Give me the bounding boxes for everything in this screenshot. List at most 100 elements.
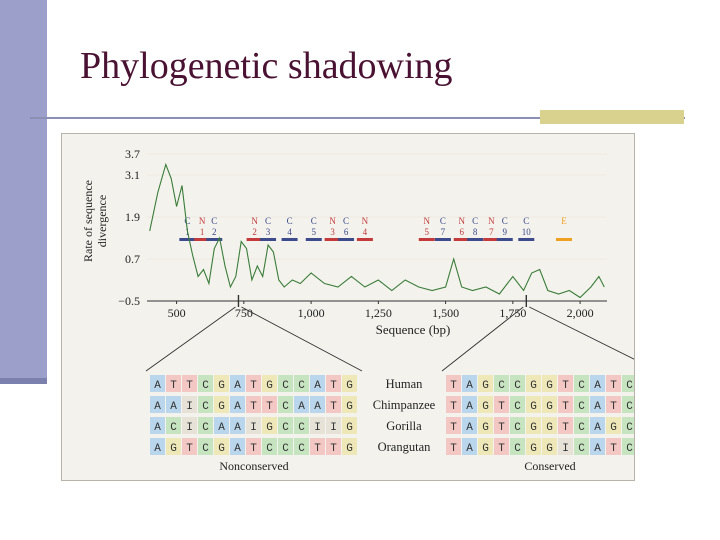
base-letter: C bbox=[514, 401, 521, 413]
base-letter: A bbox=[154, 380, 161, 392]
x-tick-label: 1,500 bbox=[432, 306, 459, 320]
element-type-label: N bbox=[362, 216, 369, 226]
base-letter: A bbox=[594, 422, 601, 434]
base-cell bbox=[278, 396, 293, 413]
base-cell bbox=[478, 438, 493, 455]
base-cell bbox=[166, 438, 181, 455]
base-cell bbox=[574, 375, 589, 392]
element-bar bbox=[260, 238, 277, 241]
base-cell bbox=[574, 438, 589, 455]
element-number-label: 5 bbox=[425, 227, 430, 237]
base-cell bbox=[150, 396, 165, 413]
base-letter: I bbox=[186, 401, 193, 413]
element-number-label: 6 bbox=[344, 227, 349, 237]
base-letter: C bbox=[298, 380, 305, 392]
base-letter: A bbox=[466, 443, 473, 455]
base-cell bbox=[214, 417, 229, 434]
element-number-label: 5 bbox=[312, 227, 317, 237]
base-cell bbox=[446, 396, 461, 413]
element-bar bbox=[356, 238, 373, 241]
base-letter: C bbox=[202, 422, 209, 434]
base-letter: C bbox=[498, 380, 505, 392]
base-cell bbox=[150, 438, 165, 455]
element-number-label: 8 bbox=[473, 227, 478, 237]
base-letter: C bbox=[578, 422, 585, 434]
base-cell bbox=[342, 417, 357, 434]
base-cell bbox=[606, 396, 621, 413]
x-tick-labels: 500 750 1,000 1,250 1,500 1,750 2,000 bbox=[168, 301, 594, 320]
base-letter: G bbox=[482, 422, 489, 434]
element-type-label: C bbox=[211, 216, 217, 226]
base-letter: T bbox=[498, 443, 505, 455]
element-bar bbox=[324, 238, 341, 241]
base-letter: G bbox=[546, 443, 553, 455]
element-number-label: 7 bbox=[489, 227, 494, 237]
base-letter: I bbox=[562, 443, 569, 455]
element-type-label: N bbox=[251, 216, 258, 226]
base-letter: I bbox=[330, 422, 337, 434]
base-letter: T bbox=[498, 401, 505, 413]
base-cell bbox=[494, 396, 509, 413]
y-tick-label: 3.7 bbox=[125, 147, 140, 161]
base-cell bbox=[166, 396, 181, 413]
element-bar bbox=[418, 238, 435, 241]
base-letter: T bbox=[250, 401, 257, 413]
base-letter: A bbox=[234, 401, 241, 413]
y-tick-labels: 3.7 3.1 1.9 0.7 −0.5 bbox=[118, 147, 140, 308]
element-type-label: C bbox=[472, 216, 478, 226]
base-cell bbox=[198, 396, 213, 413]
base-cell bbox=[326, 396, 341, 413]
species-label: Human bbox=[386, 377, 424, 391]
base-letter: A bbox=[234, 422, 241, 434]
base-cell bbox=[462, 417, 477, 434]
base-letter: A bbox=[298, 401, 305, 413]
base-letter: I bbox=[186, 422, 193, 434]
base-cell bbox=[542, 396, 557, 413]
base-cell bbox=[526, 417, 541, 434]
slide-title: Phylogenetic shadowing bbox=[80, 45, 453, 87]
base-cell bbox=[558, 396, 573, 413]
base-letter: G bbox=[530, 380, 537, 392]
base-cell bbox=[606, 375, 621, 392]
y-axis-title-line-2: divergence bbox=[95, 195, 109, 247]
base-cell bbox=[342, 396, 357, 413]
element-type-label: C bbox=[265, 216, 271, 226]
y-tick-label: 1.9 bbox=[125, 210, 140, 224]
species-label: Chimpanzee bbox=[373, 398, 436, 412]
base-letter: C bbox=[202, 401, 209, 413]
base-letter: T bbox=[330, 401, 337, 413]
base-letter: G bbox=[546, 422, 553, 434]
title-rule bbox=[30, 117, 685, 119]
base-letter: C bbox=[626, 422, 633, 434]
base-cell bbox=[462, 438, 477, 455]
base-letter: T bbox=[330, 380, 337, 392]
base-letter: T bbox=[250, 380, 257, 392]
base-letter: C bbox=[514, 422, 521, 434]
base-letter: A bbox=[466, 401, 473, 413]
base-cell bbox=[230, 375, 245, 392]
base-cell bbox=[214, 438, 229, 455]
base-letter: G bbox=[170, 443, 177, 455]
base-cell bbox=[246, 417, 261, 434]
base-cell bbox=[606, 438, 621, 455]
title-rule-accent bbox=[540, 110, 684, 124]
base-letter: T bbox=[450, 422, 457, 434]
base-cell bbox=[230, 396, 245, 413]
base-cell bbox=[150, 417, 165, 434]
base-letter: A bbox=[594, 380, 601, 392]
base-letter: G bbox=[346, 422, 353, 434]
base-cell bbox=[590, 396, 605, 413]
x-tick-label: 750 bbox=[235, 306, 253, 320]
base-cell bbox=[214, 396, 229, 413]
base-letter: A bbox=[234, 443, 241, 455]
base-cell bbox=[622, 396, 637, 413]
element-number-label: 6 bbox=[459, 227, 464, 237]
base-letter: T bbox=[266, 401, 273, 413]
element-number-label: 10 bbox=[522, 227, 532, 237]
element-bar bbox=[518, 238, 535, 241]
base-letter: C bbox=[626, 443, 633, 455]
base-letter: C bbox=[282, 422, 289, 434]
base-cell bbox=[326, 417, 341, 434]
y-axis-title-group: Rate of sequence divergence bbox=[81, 180, 109, 262]
